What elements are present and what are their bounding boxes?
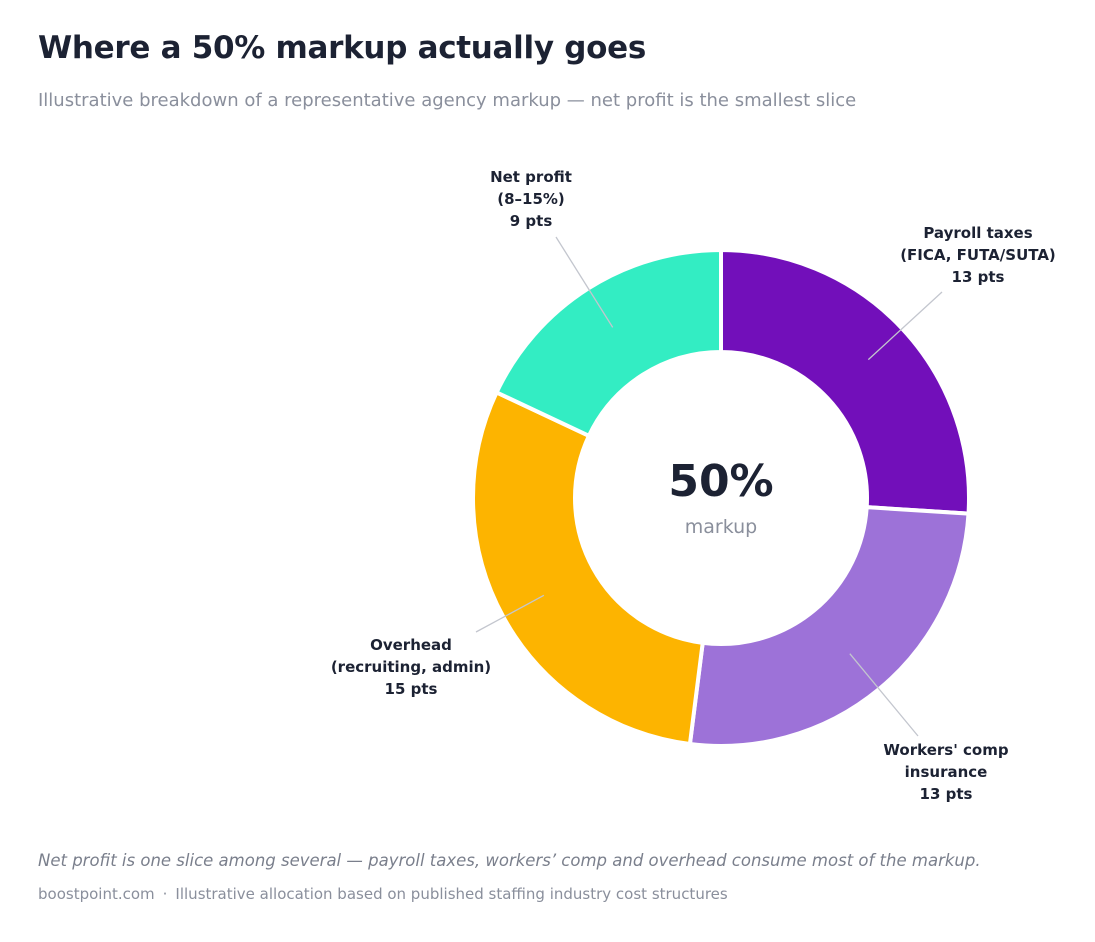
slice-label-value: 9 pts: [510, 212, 553, 230]
slice-overhead[interactable]: [471, 389, 705, 747]
chart-source: boostpoint.com · Illustrative allocation b…: [38, 885, 728, 903]
center-value: 50%: [668, 456, 773, 507]
slice-label-net-profit: Net profit (8–15%) 9 pts: [490, 168, 572, 230]
slice-label-value: 13 pts: [920, 785, 973, 803]
slice-label-overhead: Overhead (recruiting, admin) 15 pts: [331, 636, 491, 698]
slice-net-profit[interactable]: [493, 247, 723, 439]
slice-label-name: Workers' comp: [883, 741, 1008, 759]
slice-workers-comp[interactable]: [687, 505, 971, 748]
leader-line-net-profit: [555, 236, 614, 328]
chart-note: Net profit is one slice among several — …: [38, 851, 981, 870]
chart-title: Where a 50% markup actually goes: [38, 30, 646, 66]
leader-line-payroll-taxes: [867, 291, 943, 361]
slice-label-name: Overhead: [370, 636, 452, 654]
slice-label-detail: insurance: [905, 763, 988, 781]
source-site[interactable]: boostpoint.com: [38, 885, 155, 903]
slice-payroll-taxes[interactable]: [719, 247, 971, 516]
slice-label-payroll-taxes: Payroll taxes (FICA, FUTA/SUTA) 13 pts: [900, 224, 1056, 286]
slice-label-value: 13 pts: [952, 268, 1005, 286]
slice-label-detail: (recruiting, admin): [331, 658, 491, 676]
slice-label-value: 15 pts: [385, 680, 438, 698]
slice-label-detail: (FICA, FUTA/SUTA): [900, 246, 1056, 264]
source-text: Illustrative allocation based on publish…: [175, 885, 728, 903]
slice-label-name: Payroll taxes: [923, 224, 1032, 242]
slice-label-workers-comp: Workers' comp insurance 13 pts: [883, 741, 1008, 803]
leader-line-workers-comp: [849, 653, 919, 737]
source-separator: ·: [162, 885, 168, 903]
slice-label-detail: (8–15%): [497, 190, 565, 208]
slice-label-name: Net profit: [490, 168, 572, 186]
leader-line-overhead: [475, 594, 545, 633]
chart-subtitle: Illustrative breakdown of a representati…: [38, 90, 857, 111]
center-label: markup: [685, 516, 757, 538]
